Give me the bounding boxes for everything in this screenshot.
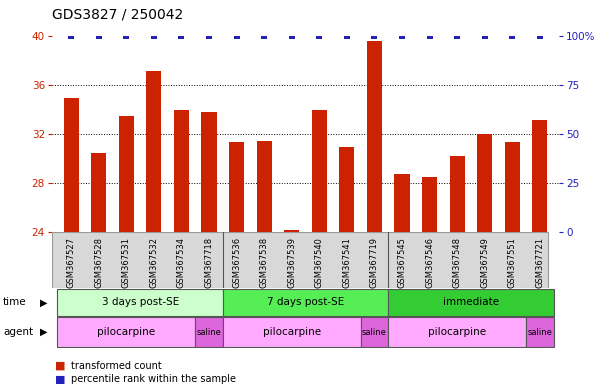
Point: [452, 33, 462, 40]
Point: [177, 33, 186, 40]
Text: ▶: ▶: [40, 297, 47, 308]
FancyBboxPatch shape: [223, 289, 388, 316]
Text: pilocarpine: pilocarpine: [428, 327, 486, 337]
Bar: [450, 156, 465, 232]
Text: GSM367536: GSM367536: [232, 237, 241, 288]
Bar: [229, 142, 244, 232]
Point: [67, 33, 76, 40]
Text: GSM367528: GSM367528: [94, 237, 103, 288]
FancyBboxPatch shape: [196, 318, 223, 347]
Bar: [146, 71, 161, 232]
Text: GSM367527: GSM367527: [67, 237, 76, 288]
Text: GSM367545: GSM367545: [398, 237, 406, 288]
Text: GSM367721: GSM367721: [535, 237, 544, 288]
Point: [287, 33, 296, 40]
Text: GSM367538: GSM367538: [260, 237, 269, 288]
Bar: [532, 120, 547, 232]
Point: [535, 33, 544, 40]
Text: GSM367539: GSM367539: [287, 237, 296, 288]
Text: GSM367549: GSM367549: [480, 237, 489, 288]
Text: GSM367540: GSM367540: [315, 237, 324, 288]
Point: [315, 33, 324, 40]
Bar: [477, 134, 492, 232]
Text: GDS3827 / 250042: GDS3827 / 250042: [52, 7, 183, 21]
Text: GSM367534: GSM367534: [177, 237, 186, 288]
Point: [149, 33, 159, 40]
Bar: [312, 110, 327, 232]
Point: [397, 33, 407, 40]
Text: GSM367546: GSM367546: [425, 237, 434, 288]
Bar: [64, 98, 79, 232]
Bar: [339, 147, 354, 232]
Bar: [394, 174, 409, 232]
Bar: [91, 153, 106, 232]
Point: [259, 33, 269, 40]
Bar: [422, 177, 437, 232]
Text: GSM367719: GSM367719: [370, 237, 379, 288]
Bar: [202, 113, 217, 232]
FancyBboxPatch shape: [388, 318, 526, 347]
FancyBboxPatch shape: [223, 318, 360, 347]
Text: GSM367531: GSM367531: [122, 237, 131, 288]
Bar: [284, 230, 299, 232]
Text: ▶: ▶: [40, 327, 47, 337]
Point: [122, 33, 131, 40]
Bar: [119, 116, 134, 232]
Text: saline: saline: [527, 328, 552, 337]
Point: [507, 33, 517, 40]
Text: agent: agent: [3, 327, 33, 337]
Point: [204, 33, 214, 40]
Text: transformed count: transformed count: [71, 361, 163, 371]
Text: GSM367541: GSM367541: [342, 237, 351, 288]
Point: [425, 33, 434, 40]
Text: percentile rank within the sample: percentile rank within the sample: [71, 374, 236, 384]
Text: GSM367551: GSM367551: [508, 237, 517, 288]
FancyBboxPatch shape: [57, 318, 196, 347]
FancyBboxPatch shape: [388, 289, 554, 316]
Point: [370, 33, 379, 40]
Text: immediate: immediate: [443, 297, 499, 308]
Text: GSM367718: GSM367718: [205, 237, 213, 288]
Text: ■: ■: [55, 361, 65, 371]
Bar: [174, 110, 189, 232]
Text: time: time: [3, 297, 27, 308]
Bar: [367, 41, 382, 232]
Text: ■: ■: [55, 374, 65, 384]
Text: 3 days post-SE: 3 days post-SE: [101, 297, 179, 308]
FancyBboxPatch shape: [52, 232, 548, 288]
Text: saline: saline: [362, 328, 387, 337]
Point: [232, 33, 241, 40]
Text: pilocarpine: pilocarpine: [97, 327, 155, 337]
Text: saline: saline: [197, 328, 221, 337]
FancyBboxPatch shape: [360, 318, 388, 347]
Bar: [505, 142, 520, 232]
Point: [342, 33, 352, 40]
FancyBboxPatch shape: [526, 318, 554, 347]
Bar: [257, 141, 272, 232]
Point: [480, 33, 489, 40]
Text: pilocarpine: pilocarpine: [263, 327, 321, 337]
Point: [94, 33, 104, 40]
Text: GSM367548: GSM367548: [453, 237, 461, 288]
Text: 7 days post-SE: 7 days post-SE: [267, 297, 344, 308]
FancyBboxPatch shape: [57, 289, 223, 316]
Text: GSM367532: GSM367532: [150, 237, 158, 288]
